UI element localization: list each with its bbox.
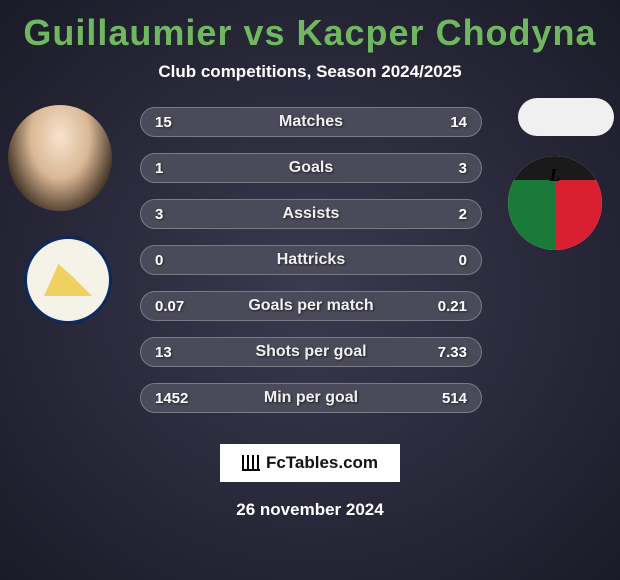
stats-table: 15 Matches 14 1 Goals 3 3 Assists 2 0 Hattricks…: [140, 107, 482, 429]
club-logo-stripe: [508, 156, 602, 180]
stat-right-value: 2: [459, 206, 467, 223]
stat-row: 3 Assists 2: [140, 199, 482, 229]
player-right-club-logo: [508, 156, 602, 250]
stat-label: Matches: [279, 113, 343, 131]
stat-left-value: 0: [155, 252, 163, 269]
stat-row: 13 Shots per goal 7.33: [140, 337, 482, 367]
stat-left-value: 15: [155, 114, 172, 131]
stat-right-value: 14: [450, 114, 467, 131]
stat-row: 15 Matches 14: [140, 107, 482, 137]
stat-row: 1452 Min per goal 514: [140, 383, 482, 413]
stat-left-value: 3: [155, 206, 163, 223]
stat-label: Assists: [283, 205, 340, 223]
stat-label: Goals per match: [248, 297, 373, 315]
stat-right-value: 0: [459, 252, 467, 269]
stat-label: Hattricks: [277, 251, 345, 269]
stat-left-value: 1: [155, 160, 163, 177]
stat-row: 0 Hattricks 0: [140, 245, 482, 275]
stat-row: 0.07 Goals per match 0.21: [140, 291, 482, 321]
stat-left-value: 1452: [155, 390, 188, 407]
date-label: 26 november 2024: [0, 500, 620, 520]
comparison-panel: 15 Matches 14 1 Goals 3 3 Assists 2 0 Hattricks…: [0, 110, 620, 430]
page-title: Guillaumier vs Kacper Chodyna: [0, 0, 620, 54]
stat-right-value: 0.21: [438, 298, 467, 315]
subtitle: Club competitions, Season 2024/2025: [0, 62, 620, 82]
stat-right-value: 7.33: [438, 344, 467, 361]
stat-right-value: 3: [459, 160, 467, 177]
chart-icon: [242, 455, 260, 471]
player-left-club-logo: [24, 236, 112, 324]
stat-row: 1 Goals 3: [140, 153, 482, 183]
branding-badge: FcTables.com: [220, 444, 400, 482]
branding-text: FcTables.com: [266, 453, 378, 473]
stat-left-value: 0.07: [155, 298, 184, 315]
stat-right-value: 514: [442, 390, 467, 407]
player-right-avatar: [518, 98, 614, 136]
player-left-avatar: [8, 105, 112, 211]
stat-label: Min per goal: [264, 389, 358, 407]
stat-left-value: 13: [155, 344, 172, 361]
stat-label: Goals: [289, 159, 333, 177]
stat-label: Shots per goal: [255, 343, 366, 361]
